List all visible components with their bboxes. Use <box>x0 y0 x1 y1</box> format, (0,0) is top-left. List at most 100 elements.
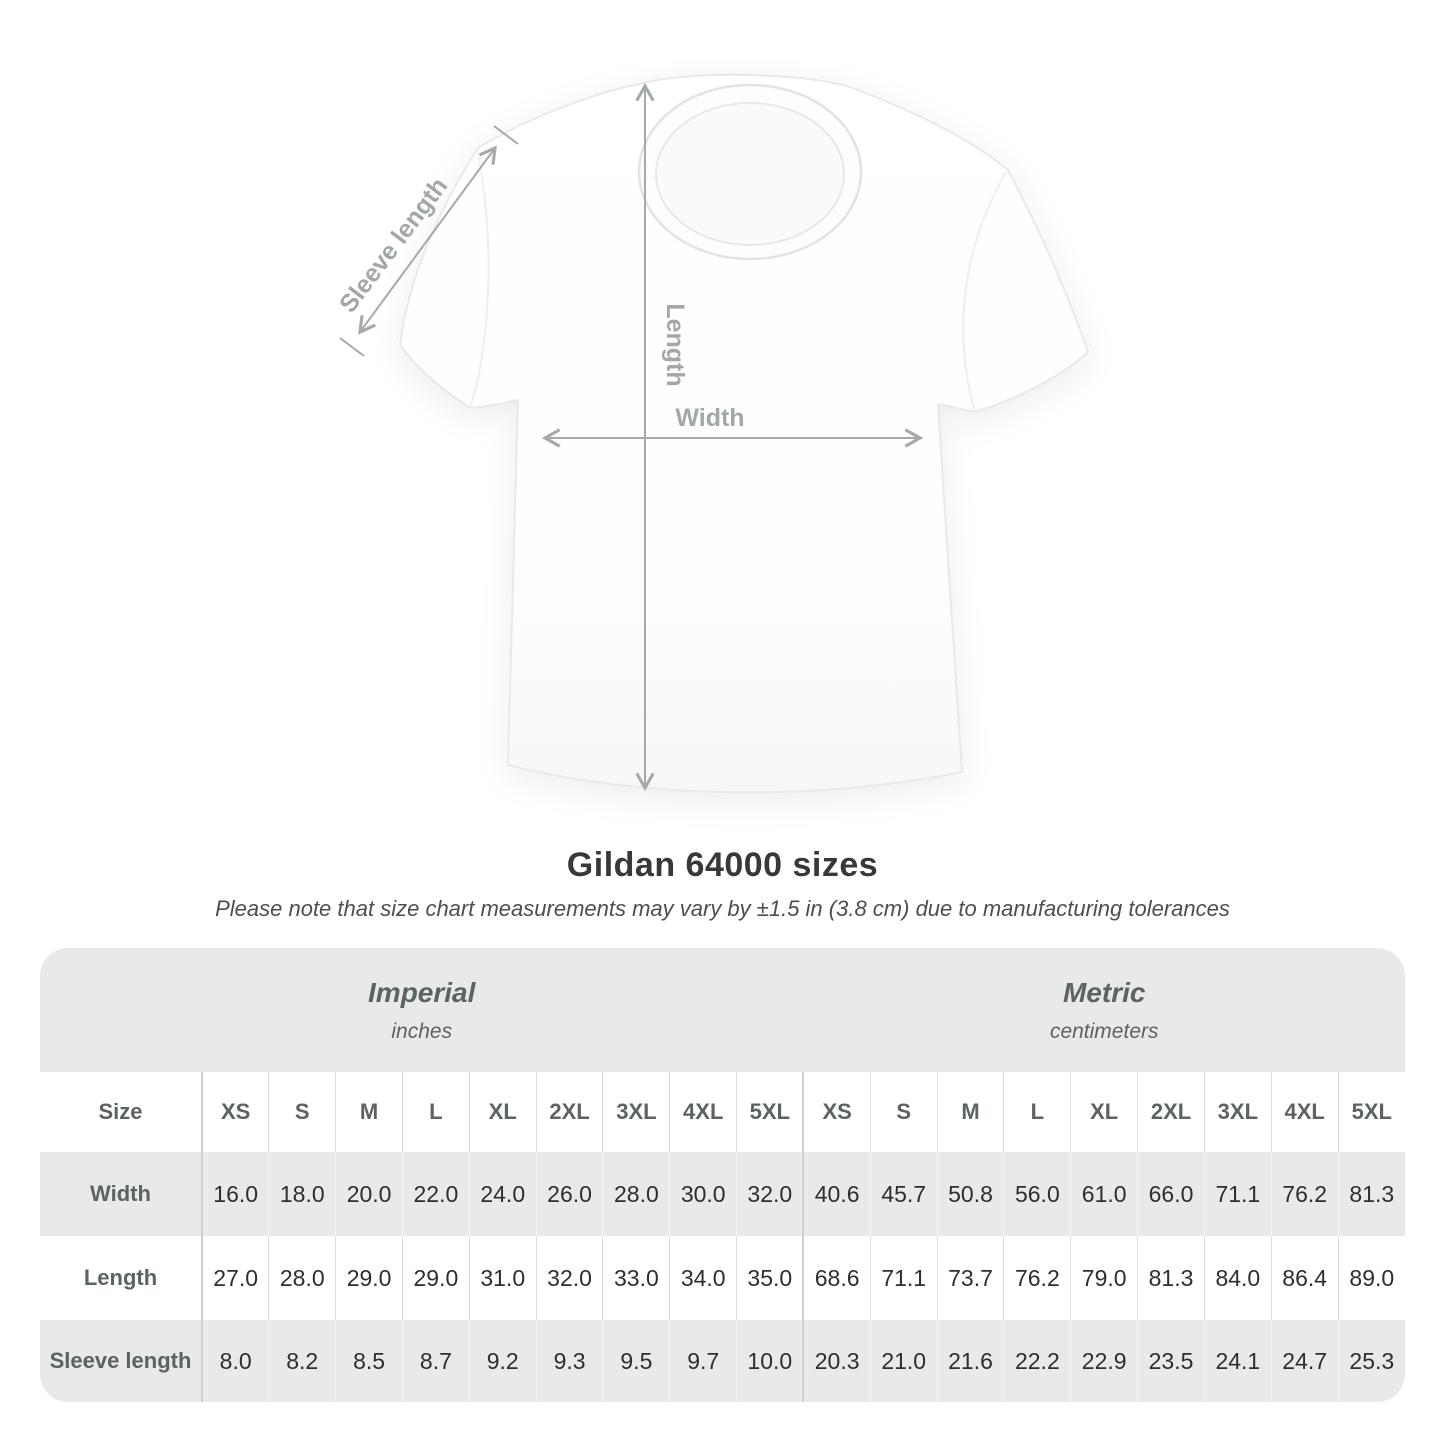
cell: 8.0 <box>201 1320 269 1402</box>
cell: 71.1 <box>869 1236 938 1320</box>
unit-header-imperial: Imperial inches <box>40 948 804 1072</box>
cell: 76.2 <box>1270 1152 1339 1236</box>
cell: 35.0 <box>736 1236 804 1320</box>
size-table: Imperial inches Metric centimeters Size … <box>40 948 1405 1402</box>
imperial-unit-label: inches <box>391 1019 453 1043</box>
cell: 81.3 <box>1337 1152 1405 1236</box>
unit-header-metric: Metric centimeters <box>803 948 1405 1072</box>
size-col-metric-5xl: 5XL <box>1337 1072 1405 1152</box>
cell: 22.2 <box>1003 1320 1071 1402</box>
size-col-metric-s: S <box>869 1072 938 1152</box>
cell: 79.0 <box>1070 1236 1138 1320</box>
cell: 16.0 <box>201 1152 269 1236</box>
sleeve-length-arrow <box>358 145 497 335</box>
sleeve-arrow-top-tick <box>493 125 519 145</box>
cell: 66.0 <box>1137 1152 1205 1236</box>
cell: 21.6 <box>936 1320 1004 1402</box>
cell: 76.2 <box>1003 1236 1071 1320</box>
cell: 24.1 <box>1203 1320 1272 1402</box>
cell: 50.8 <box>936 1152 1004 1236</box>
cell: 18.0 <box>268 1152 336 1236</box>
length-label: Length <box>661 303 689 386</box>
cell: 21.0 <box>869 1320 938 1402</box>
cell: 32.0 <box>736 1152 804 1236</box>
cell: 25.3 <box>1337 1320 1405 1402</box>
cell: 29.0 <box>401 1236 470 1320</box>
cell: 8.5 <box>335 1320 403 1402</box>
cell: 28.0 <box>602 1152 670 1236</box>
table-row-length: Length 27.0 28.0 29.0 29.0 31.0 32.0 33.… <box>40 1236 1405 1320</box>
cell: 23.5 <box>1137 1320 1205 1402</box>
tshirt-measurement-figure: Length Width Sleeve length <box>298 60 1148 840</box>
size-col-metric-xs: XS <box>802 1072 871 1152</box>
unit-header-row: Imperial inches Metric centimeters <box>40 948 1405 1072</box>
cell: 28.0 <box>268 1236 336 1320</box>
collar <box>637 83 863 261</box>
cell: 20.3 <box>802 1320 871 1402</box>
size-col-imperial-4xl: 4XL <box>669 1072 737 1152</box>
cell: 24.0 <box>468 1152 537 1236</box>
tshirt-graphic: Length Width Sleeve length <box>334 73 1090 794</box>
cell: 89.0 <box>1337 1236 1405 1320</box>
cell: 71.1 <box>1203 1152 1272 1236</box>
page-subtitle: Please note that size chart measurements… <box>215 896 1230 921</box>
size-col-imperial-2xl: 2XL <box>535 1072 603 1152</box>
cell: 27.0 <box>201 1236 269 1320</box>
size-col-imperial-l: L <box>401 1072 470 1152</box>
size-col-imperial-3xl: 3XL <box>602 1072 670 1152</box>
row-label-sleeve-length: Sleeve length <box>40 1320 202 1402</box>
size-col-metric-2xl: 2XL <box>1137 1072 1205 1152</box>
sleeve-arrow-bottom-tick <box>339 337 365 357</box>
cell: 8.2 <box>268 1320 336 1402</box>
size-col-imperial-xs: XS <box>201 1072 269 1152</box>
cell: 33.0 <box>602 1236 670 1320</box>
size-header-row: Size XS S M L XL 2XL 3XL 4XL 5XL XS S M … <box>40 1072 1405 1152</box>
size-col-metric-m: M <box>936 1072 1004 1152</box>
cell: 86.4 <box>1270 1236 1339 1320</box>
size-col-imperial-m: M <box>335 1072 403 1152</box>
cell: 24.7 <box>1270 1320 1339 1402</box>
cell: 68.6 <box>802 1236 871 1320</box>
cell: 9.5 <box>602 1320 670 1402</box>
cell: 32.0 <box>535 1236 603 1320</box>
cell: 56.0 <box>1003 1152 1071 1236</box>
size-col-metric-4xl: 4XL <box>1270 1072 1339 1152</box>
tshirt-silhouette <box>398 73 1090 794</box>
size-col-metric-xl: XL <box>1070 1072 1138 1152</box>
cell: 20.0 <box>335 1152 403 1236</box>
size-col-imperial-xl: XL <box>468 1072 537 1152</box>
size-col-imperial-5xl: 5XL <box>736 1072 804 1152</box>
right-sleeve-seam <box>962 171 1007 413</box>
metric-label: Metric <box>1062 977 1146 1009</box>
cell: 30.0 <box>669 1152 737 1236</box>
cell: 84.0 <box>1203 1236 1272 1320</box>
width-label: Width <box>675 404 744 432</box>
imperial-label: Imperial <box>368 977 476 1009</box>
table-row-width: Width 16.0 18.0 20.0 22.0 24.0 26.0 28.0… <box>40 1152 1405 1236</box>
cell: 26.0 <box>535 1152 603 1236</box>
row-label-length: Length <box>40 1236 202 1320</box>
cell: 22.9 <box>1070 1320 1138 1402</box>
cell: 73.7 <box>936 1236 1004 1320</box>
size-col-imperial-s: S <box>268 1072 336 1152</box>
cell: 61.0 <box>1070 1152 1138 1236</box>
size-col-metric-3xl: 3XL <box>1203 1072 1272 1152</box>
cell: 34.0 <box>669 1236 737 1320</box>
metric-unit-label: centimeters <box>1049 1019 1159 1043</box>
cell: 22.0 <box>401 1152 470 1236</box>
cell: 29.0 <box>335 1236 403 1320</box>
table-row-sleeve-length: Sleeve length 8.0 8.2 8.5 8.7 9.2 9.3 9.… <box>40 1320 1405 1402</box>
cell: 31.0 <box>468 1236 537 1320</box>
size-table-container: Imperial inches Metric centimeters Size … <box>40 948 1405 1402</box>
cell: 10.0 <box>736 1320 804 1402</box>
row-label-width: Width <box>40 1152 202 1236</box>
cell: 45.7 <box>869 1152 938 1236</box>
cell: 81.3 <box>1137 1236 1205 1320</box>
cell: 8.7 <box>401 1320 470 1402</box>
cell: 9.3 <box>535 1320 603 1402</box>
cell: 40.6 <box>802 1152 871 1236</box>
cell: 9.2 <box>468 1320 537 1402</box>
size-col-metric-l: L <box>1003 1072 1071 1152</box>
size-header-label: Size <box>40 1072 202 1152</box>
page-title: Gildan 64000 sizes <box>566 846 879 884</box>
